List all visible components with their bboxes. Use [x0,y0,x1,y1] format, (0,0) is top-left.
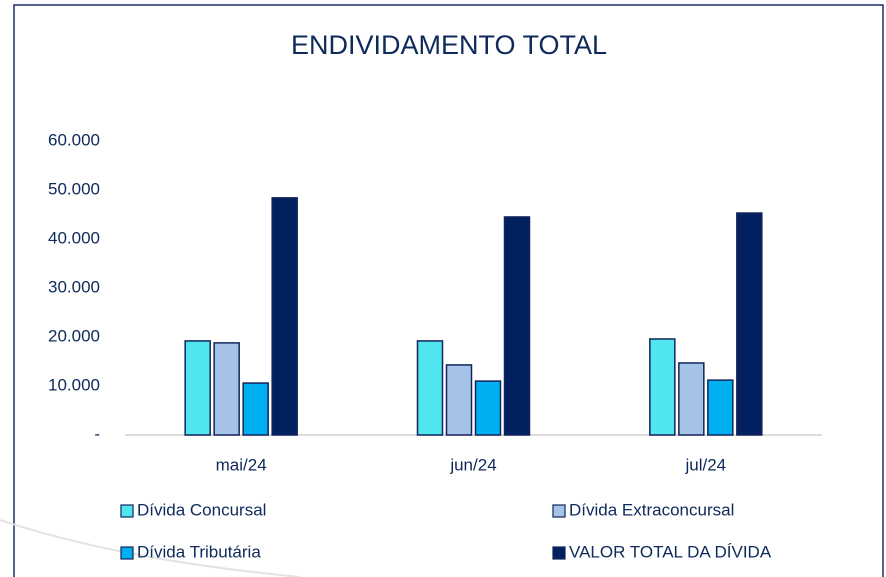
x-tick-label: jul/24 [685,455,727,474]
legend-label: Dívida Tributária [137,542,261,561]
bar [503,216,531,436]
chart-title: ENDIVIDAMENTO TOTAL [291,30,607,60]
bar [416,340,444,436]
bar [213,342,240,436]
bar [271,197,298,436]
legend-label: Dívida Concursal [137,500,266,519]
bar [445,364,473,436]
bar [736,212,763,436]
y-tick-label: 50.000 [48,179,100,198]
y-tick-label: 40.000 [48,228,100,247]
decoration [0,519,301,577]
y-tick-label: - [94,424,100,443]
bar [474,380,502,436]
legend-swatch [552,546,566,560]
y-tick-label: 10.000 [48,375,100,394]
bar [184,340,211,436]
y-tick-label: 60.000 [48,130,100,149]
y-tick-label: 30.000 [48,277,100,296]
bar [242,382,269,436]
bar [707,379,734,436]
bar [678,362,705,436]
legend-swatch [120,504,134,518]
y-tick-label: 20.000 [48,326,100,345]
legend-swatch [120,546,134,560]
x-tick-label: mai/24 [216,455,267,474]
bar [649,338,676,436]
legend-swatch [552,504,566,518]
x-tick-label: jun/24 [449,455,496,474]
legend-label: Dívida Extraconcursal [569,500,734,519]
legend-label: VALOR TOTAL DA DÍVIDA [569,542,772,561]
